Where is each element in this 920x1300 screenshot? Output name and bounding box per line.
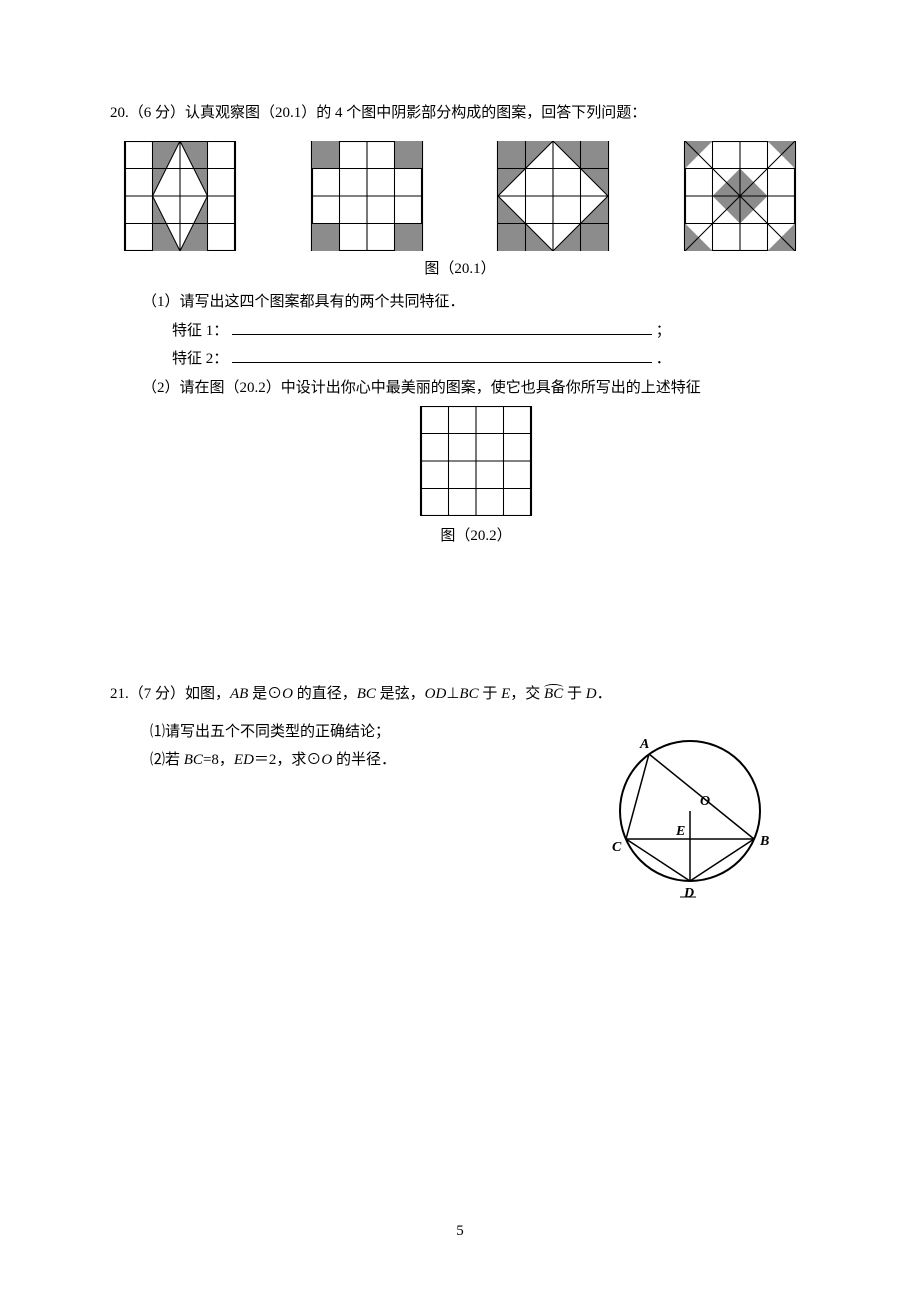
q21-t-e: 的直径，: [293, 686, 357, 702]
q21-circle-svg: A O B C E D: [610, 731, 780, 906]
q21-t-g: 是弦，: [376, 686, 425, 702]
q20-feat2-blank[interactable]: [232, 347, 652, 364]
q21-s2eq1: =8，: [203, 752, 234, 768]
q20-svg-2: [307, 141, 427, 251]
q20-feat1-blank[interactable]: [232, 318, 652, 335]
q21-t-f: BC: [357, 686, 376, 702]
q20-sub2: （2）请在图（20.2）中设计出你心中最美丽的图案，使它也具备你所写出的上述特征: [142, 374, 810, 403]
q20-figure-2: [307, 141, 427, 251]
q20-caption-202: 图（20.2）: [440, 522, 511, 551]
q20-svg-4: [680, 141, 800, 251]
problem-21: 21.（7 分）如图，AB 是⊙O 的直径，BC 是弦，OD⊥BC 于 E，交 …: [110, 681, 810, 775]
q20-blank-grid-wrap: 图（20.2）: [142, 406, 810, 551]
q21-s2bc: BC: [184, 752, 203, 768]
q20-figure-3: [493, 141, 613, 251]
q20-sublist: （1）请写出这四个图案都具有的两个共同特征． 特征 1： ； 特征 2： ． （…: [110, 288, 810, 551]
q20-figures-row: [110, 141, 810, 251]
q20-feat2-label: 特征 2：: [172, 351, 228, 367]
q21-t-p: D: [586, 686, 597, 702]
q20-caption-201: 图（20.1）: [110, 257, 810, 278]
svg-text:C: C: [612, 840, 622, 855]
q21-t-j: BC: [459, 686, 478, 702]
q21-t-n: BC: [544, 686, 563, 702]
q21-s2a: ⑵若: [150, 752, 184, 768]
q20-svg-3: [493, 141, 613, 251]
q21-t-l: E: [501, 686, 510, 702]
q21-t-k: 于: [479, 686, 502, 702]
q21-t-a: 21.（7 分）如图，: [110, 686, 230, 702]
q21-t-b: AB: [230, 686, 248, 702]
q20-svg-1: [120, 141, 240, 251]
q21-t-c: 是⊙: [248, 686, 282, 702]
page-number: 5: [0, 1223, 920, 1240]
svg-text:B: B: [759, 834, 769, 849]
problem-20: 20.（6 分）认真观察图（20.1）的 4 个图中阴影部分构成的图案，回答下列…: [110, 100, 810, 551]
q20-feat1-end: ；: [656, 323, 671, 339]
svg-text:D: D: [683, 886, 694, 901]
q20-feat2-end: ．: [656, 351, 671, 367]
q21-s2eq2: ＝2，求⊙: [254, 752, 322, 768]
q20-blank-grid[interactable]: [416, 406, 536, 516]
q21-s2ed: ED: [234, 752, 254, 768]
q21-t-d: O: [282, 686, 293, 702]
q20-heading: 20.（6 分）认真观察图（20.1）的 4 个图中阴影部分构成的图案，回答下列…: [110, 100, 810, 127]
q21-t-m: ，交: [510, 686, 544, 702]
q21-s2tail: 的半径．: [332, 752, 396, 768]
q21-circle-diagram: A O B C E D: [610, 731, 780, 911]
svg-text:E: E: [675, 824, 685, 839]
q21-t-i: ⊥: [446, 686, 459, 702]
q20-feat2-row: 特征 2： ．: [142, 345, 810, 374]
q21-t-o: 于: [563, 686, 586, 702]
q20-figure-4: [680, 141, 800, 251]
q20-sub1: （1）请写出这四个图案都具有的两个共同特征．: [142, 288, 810, 317]
q20-feat1-label: 特征 1：: [172, 323, 228, 339]
svg-text:O: O: [700, 794, 710, 809]
q21-heading: 21.（7 分）如图，AB 是⊙O 的直径，BC 是弦，OD⊥BC 于 E，交 …: [110, 681, 810, 708]
q21-s2o: O: [321, 752, 332, 768]
q20-feat1-row: 特征 1： ；: [142, 317, 810, 346]
q21-t-h: OD: [425, 686, 447, 702]
q21-t-q: ．: [597, 686, 612, 702]
q20-figure-1: [120, 141, 240, 251]
svg-text:A: A: [639, 737, 649, 752]
